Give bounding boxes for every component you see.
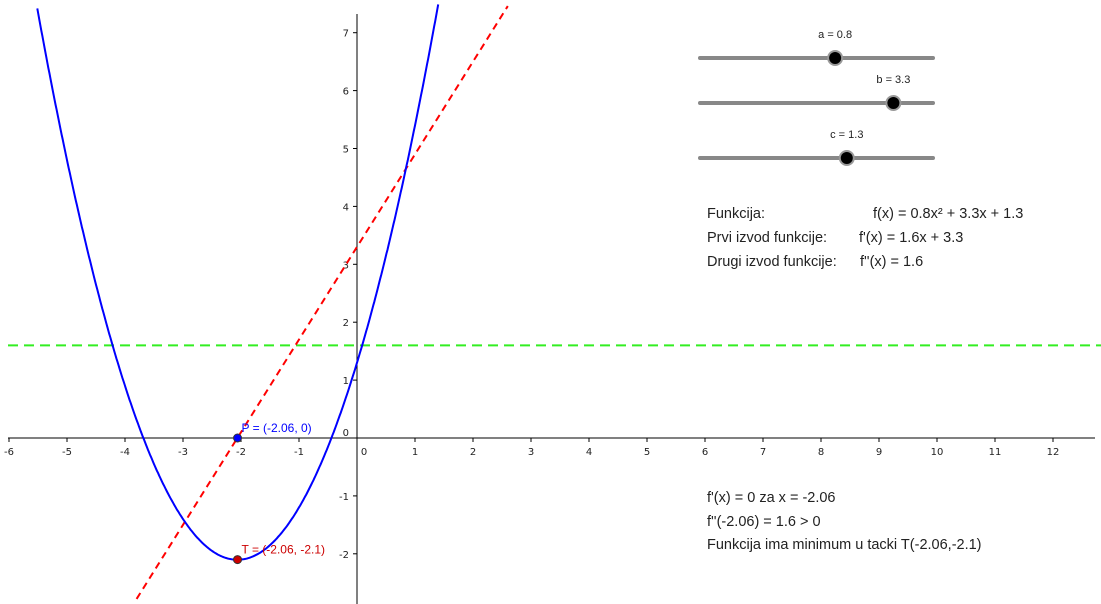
- x-tick-label: 1: [412, 447, 418, 458]
- x-tick-label: -6: [4, 447, 14, 458]
- sliders[interactable]: a = 0.8 b = 3.3 c = 1.3: [698, 29, 935, 166]
- first-derivative-value: f'(x) = 1.6x + 3.3: [859, 230, 964, 246]
- y-tick-label: 6: [343, 87, 349, 98]
- x-tick-label: -2: [236, 447, 246, 458]
- x-tick-label: 5: [644, 447, 650, 458]
- x-tick-label: 7: [760, 447, 766, 458]
- y-tick-label: 7: [343, 29, 349, 40]
- x-tick-label: 9: [876, 447, 882, 458]
- x-tick-label: 2: [470, 447, 476, 458]
- x-tick-label: -3: [178, 447, 188, 458]
- second-derivative-label: Drugi izvod funkcije:: [707, 254, 837, 270]
- slider-b-label: b = 3.3: [876, 74, 910, 86]
- point-t[interactable]: [233, 555, 243, 565]
- x-tick-label: -4: [120, 447, 130, 458]
- y-axis-ticks: -2 -1 0 1 2 3 4 5 6 7: [339, 29, 357, 561]
- analysis-line-1: f'(x) = 0 za x = -2.06: [707, 490, 836, 506]
- x-tick-label: 0: [361, 447, 367, 458]
- x-tick-label: 12: [1047, 447, 1060, 458]
- function-curve: [36, 4, 440, 561]
- slider-c-knob[interactable]: [840, 152, 853, 164]
- analysis-line-3: Funkcija ima minimum u tacki T(-2.06,-2.…: [707, 537, 982, 553]
- x-axis-ticks: -6 -5 -4 -3 -2 -1 0 1 2 3 4 5 6 7 8 9 10 11 12: [4, 438, 1059, 458]
- x-tick-label: 6: [702, 447, 708, 458]
- points[interactable]: P = (-2.06, 0) T = (-2.06, -2.1): [233, 421, 325, 565]
- x-tick-label: 11: [989, 447, 1002, 458]
- x-tick-label: -1: [294, 447, 304, 458]
- y-tick-label: 3: [343, 260, 349, 271]
- y-tick-label: 4: [343, 202, 349, 213]
- point-p-label: P = (-2.06, 0): [242, 421, 312, 435]
- x-tick-label: 8: [818, 447, 824, 458]
- analysis-line-2: f''(-2.06) = 1.6 > 0: [707, 513, 821, 530]
- point-p[interactable]: [233, 433, 243, 443]
- y-tick-label: 1: [343, 376, 349, 387]
- y-tick-label: 0: [343, 428, 349, 439]
- slider-b-knob[interactable]: [887, 97, 900, 109]
- y-tick-label: 2: [343, 318, 349, 329]
- coordinate-axes: [8, 14, 1095, 604]
- first-derivative-line: [135, 5, 509, 600]
- x-tick-label: 4: [586, 447, 592, 458]
- analysis-text: f'(x) = 0 za x = -2.06 f''(-2.06) = 1.6 …: [707, 487, 982, 558]
- point-t-label: T = (-2.06, -2.1): [242, 543, 325, 557]
- x-tick-label: 3: [528, 447, 534, 458]
- slider-a-knob[interactable]: [829, 52, 842, 64]
- y-tick-label: 5: [343, 145, 349, 156]
- slider-c-label: c = 1.3: [830, 129, 863, 141]
- x-tick-label: -5: [62, 447, 72, 458]
- function-value: f(x) = 0.8x² + 3.3x + 1.3: [873, 206, 1024, 222]
- x-tick-label: 10: [931, 447, 944, 458]
- first-derivative-label: Prvi izvod funkcije:: [707, 230, 828, 246]
- second-derivative-value: f''(x) = 1.6: [860, 254, 924, 270]
- function-label: Funkcija:: [707, 206, 766, 222]
- y-tick-label: -2: [339, 550, 349, 561]
- y-tick-label: -1: [339, 492, 349, 503]
- slider-a-label: a = 0.8: [818, 29, 852, 41]
